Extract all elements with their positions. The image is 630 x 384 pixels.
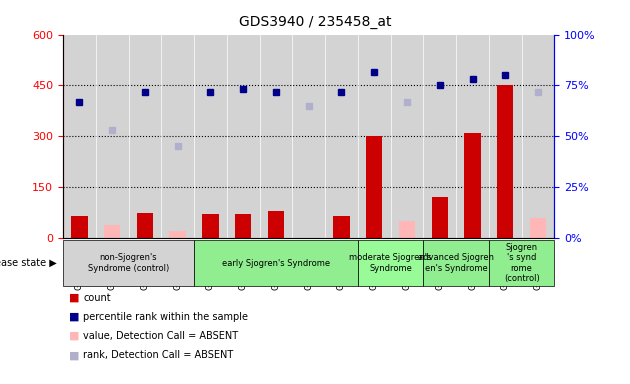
Text: disease state ▶: disease state ▶ — [0, 258, 57, 268]
Text: early Sjogren's Syndrome: early Sjogren's Syndrome — [222, 258, 330, 268]
Text: moderate Sjogren's
Syndrome: moderate Sjogren's Syndrome — [350, 253, 432, 273]
Bar — [366, 136, 382, 238]
Text: GDS3940 / 235458_at: GDS3940 / 235458_at — [239, 15, 391, 29]
Bar — [137, 213, 153, 238]
Bar — [497, 86, 513, 238]
Text: ■: ■ — [69, 293, 80, 303]
Text: advanced Sjogren
en's Syndrome: advanced Sjogren en's Syndrome — [418, 253, 494, 273]
Text: ■: ■ — [69, 312, 80, 322]
Bar — [530, 218, 546, 238]
Text: count: count — [83, 293, 111, 303]
Bar — [432, 197, 448, 238]
Bar — [104, 225, 120, 238]
Bar — [333, 216, 350, 238]
Bar — [169, 231, 186, 238]
Text: percentile rank within the sample: percentile rank within the sample — [83, 312, 248, 322]
Bar — [268, 211, 284, 238]
Text: value, Detection Call = ABSENT: value, Detection Call = ABSENT — [83, 331, 238, 341]
Bar — [71, 216, 88, 238]
Bar — [399, 221, 415, 238]
Bar — [202, 214, 219, 238]
Bar — [235, 214, 251, 238]
Text: non-Sjogren's
Syndrome (control): non-Sjogren's Syndrome (control) — [88, 253, 169, 273]
Text: rank, Detection Call = ABSENT: rank, Detection Call = ABSENT — [83, 350, 233, 360]
Text: ■: ■ — [69, 331, 80, 341]
Bar — [464, 133, 481, 238]
Text: ■: ■ — [69, 350, 80, 360]
Text: Sjogren
's synd
rome
(control): Sjogren 's synd rome (control) — [504, 243, 539, 283]
